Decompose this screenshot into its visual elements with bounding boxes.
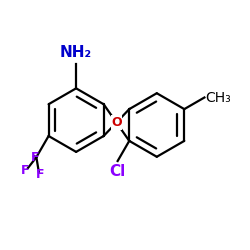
Text: F: F — [36, 168, 44, 181]
Text: F: F — [31, 151, 40, 164]
Text: O: O — [111, 116, 122, 129]
Text: F: F — [21, 164, 29, 177]
Text: CH₃: CH₃ — [206, 90, 232, 104]
Text: Cl: Cl — [110, 164, 126, 179]
Text: NH₂: NH₂ — [60, 45, 92, 60]
